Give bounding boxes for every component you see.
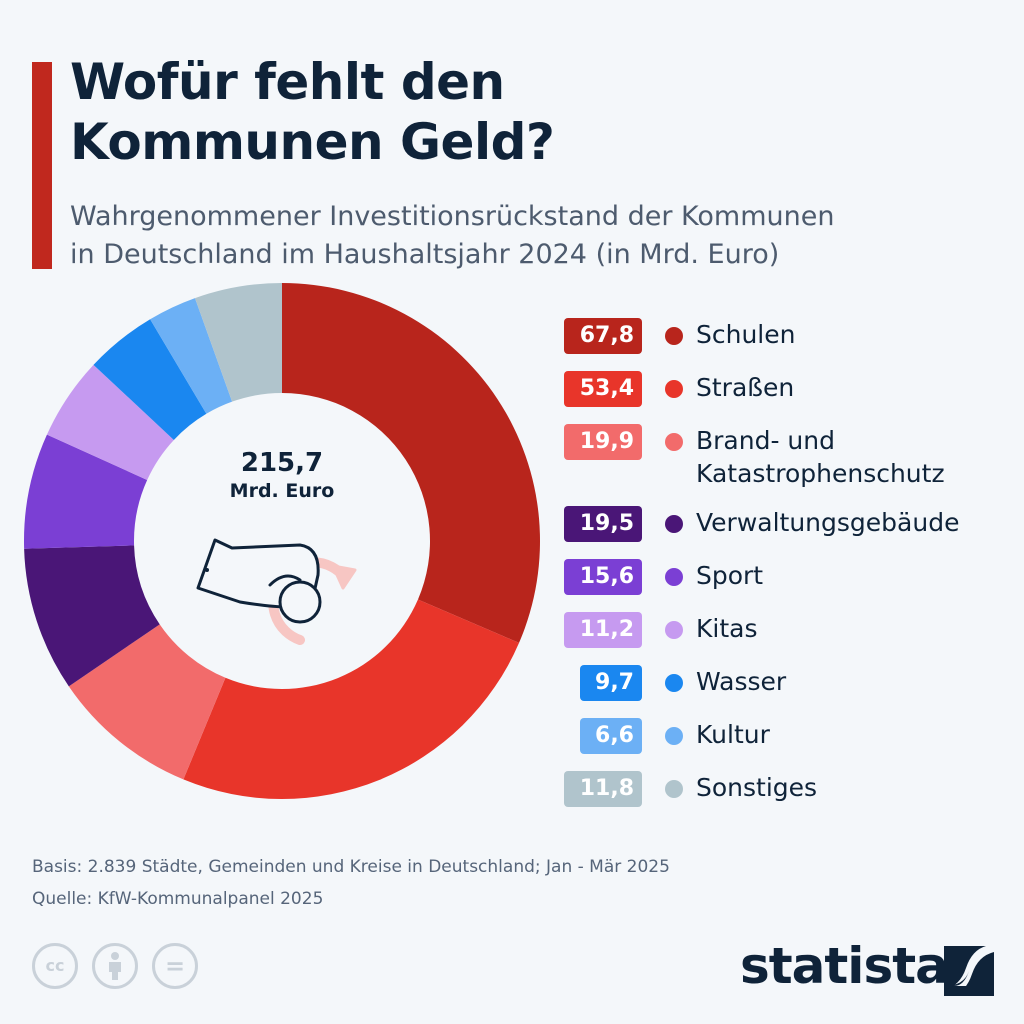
attribution-icon[interactable] [92,943,138,989]
legend-dot-icon [665,433,683,451]
value-badge: 53,4 [564,371,642,407]
legend-label: Kultur [696,720,770,749]
value-badge-wrap: 6,6 [562,718,642,754]
source-note: Quelle: KfW-Kommunalpanel 2025 [32,889,324,909]
legend-label: Verwaltungsgebäude [696,508,960,537]
value-badge-wrap: 11,8 [562,771,642,807]
subtitle-line-2: in Deutschland im Haushaltsjahr 2024 (in… [70,239,780,270]
statista-logo[interactable]: statista [740,937,949,995]
legend-item: 15,6 Sport [562,559,959,595]
legend-label: Straßen [696,373,795,402]
hand-coin-icon [196,538,357,645]
value-badge: 11,2 [564,612,642,648]
value-badge-wrap: 19,5 [562,506,642,542]
value-badge: 6,6 [580,718,642,754]
value-badge: 19,9 [564,424,642,460]
legend-item: 19,5 Verwaltungsgebäude [562,506,959,542]
donut-slice-1 [183,599,520,800]
donut-slice-5 [46,364,174,480]
donut-center-label: 215,7 Mrd. Euro [182,448,382,502]
donut-slice-8 [194,283,282,402]
value-badge-wrap: 19,9 [562,424,642,460]
donut-slice-4 [24,434,148,549]
legend-dot-icon [665,727,683,745]
legend-dot-icon [665,780,683,798]
donut-slice-0 [282,283,540,643]
legend-dot-icon [665,380,683,398]
legend-dot-icon [665,515,683,533]
value-badge: 67,8 [564,318,642,354]
donut-slice-7 [150,298,233,414]
value-badge-wrap: 11,2 [562,612,642,648]
title-line-1: Wofür fehlt den [70,53,505,111]
legend-label: Kitas [696,614,758,643]
legend-item: 11,2 Kitas [562,612,959,648]
value-badge-wrap: 53,4 [562,371,642,407]
value-badge-wrap: 9,7 [562,665,642,701]
basis-note: Basis: 2.839 Städte, Gemeinden und Kreis… [32,857,670,877]
legend-label: Sport [696,561,764,590]
value-badge-wrap: 15,6 [562,559,642,595]
legend-label: Schulen [696,320,796,349]
legend-item: 11,8 Sonstiges [562,771,959,807]
value-badge: 9,7 [580,665,642,701]
legend-label: Brand- und Katastrophenschutz [696,426,945,488]
legend-dot-icon [665,327,683,345]
value-badge: 15,6 [564,559,642,595]
donut-slice-6 [93,319,207,440]
total-value: 215,7 [240,448,324,478]
title-line-2: Kommunen Geld? [70,113,555,171]
legend: 67,8 Schulen 53,4 Straßen 19,9 Brand- und Kata… [562,318,959,824]
legend-item: 6,6 Kultur [562,718,959,754]
statista-logo-mark-icon [944,946,994,996]
no-derivatives-icon[interactable]: = [152,943,198,989]
donut-slice-2 [68,624,226,780]
legend-label: Wasser [696,667,787,696]
total-unit: Mrd. Euro [229,480,335,502]
legend-item: 67,8 Schulen [562,318,959,354]
value-badge-wrap: 67,8 [562,318,642,354]
page-title: Wofür fehlt den Kommunen Geld? [70,52,555,172]
accent-bar [32,62,52,269]
cc-license-icon[interactable]: cc [32,943,78,989]
legend-item: 9,7 Wasser [562,665,959,701]
donut-slice-3 [24,545,160,687]
subtitle-line-1: Wahrgenommener Investitionsrückstand der… [70,201,835,232]
value-badge: 11,8 [564,771,642,807]
legend-dot-icon [665,568,683,586]
legend-dot-icon [665,674,683,692]
legend-item: 19,9 Brand- und Katastrophenschutz [562,424,959,490]
footnotes: Basis: 2.839 Städte, Gemeinden und Kreis… [32,851,670,915]
value-badge: 19,5 [564,506,642,542]
legend-label: Sonstiges [696,773,818,802]
legend-dot-icon [665,621,683,639]
subtitle: Wahrgenommener Investitionsrückstand der… [70,198,834,274]
legend-item: 53,4 Straßen [562,371,959,407]
donut-chart [24,283,540,800]
